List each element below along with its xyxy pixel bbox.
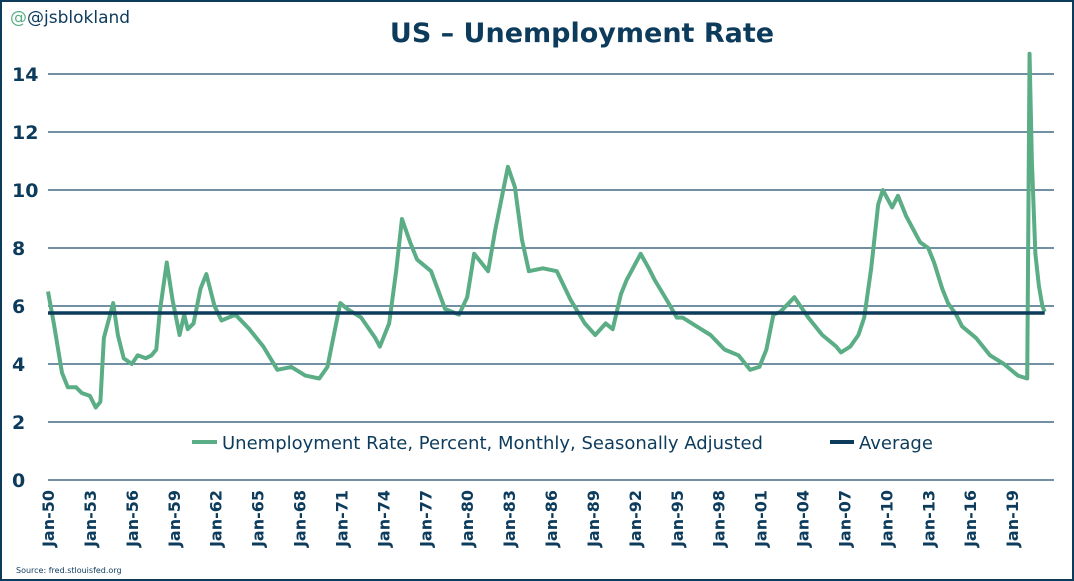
y-tick-label: 10 <box>12 180 38 202</box>
x-tick-label: Jan-62 <box>207 490 226 548</box>
x-tick-label: Jan-53 <box>81 490 100 548</box>
x-tick-label: Jan-86 <box>542 490 561 548</box>
x-tick-label: Jan-01 <box>752 490 771 548</box>
x-tick-label: Jan-95 <box>668 490 687 548</box>
y-tick-label: 8 <box>12 238 25 260</box>
legend-label-unemployment: Unemployment Rate, Percent, Monthly, Sea… <box>222 433 763 454</box>
at-sign: @ <box>10 8 27 28</box>
y-tick-label: 2 <box>12 412 25 434</box>
y-tick-label: 4 <box>12 354 25 376</box>
x-tick-label: Jan-04 <box>794 490 813 548</box>
x-tick-label: Jan-89 <box>584 490 603 548</box>
chart-title: US – Unemployment Rate <box>389 18 775 49</box>
author-handle: @@jsblokland <box>10 8 130 28</box>
legend-bg <box>188 428 788 456</box>
x-tick-label: Jan-56 <box>123 490 142 548</box>
legend-label-average: Average <box>859 433 933 454</box>
x-tick-label: Jan-77 <box>416 490 435 548</box>
x-tick-label: Jan-92 <box>626 490 645 548</box>
x-tick-label: Jan-50 <box>39 490 58 548</box>
source-note: Source: fred.stlouisfed.org <box>16 566 122 575</box>
y-tick-label: 14 <box>12 64 38 86</box>
handle-text: @jsblokland <box>27 8 131 28</box>
x-tick-label: Jan-83 <box>500 490 519 548</box>
y-tick-label: 12 <box>12 122 38 144</box>
x-tick-label: Jan-10 <box>877 490 896 548</box>
x-tick-label: Jan-74 <box>374 490 393 548</box>
y-tick-label: 0 <box>12 470 25 492</box>
x-tick-label: Jan-80 <box>458 490 477 548</box>
unemployment-rate-line <box>46 51 1047 410</box>
y-tick-label: 6 <box>12 296 25 318</box>
x-tick-label: Jan-71 <box>332 490 351 548</box>
x-tick-label: Jan-59 <box>165 490 184 548</box>
x-tick-label: Jan-98 <box>710 490 729 548</box>
x-tick-label: Jan-68 <box>291 490 310 548</box>
x-tick-label: Jan-07 <box>835 490 854 548</box>
x-tick-label: Jan-65 <box>249 490 268 548</box>
x-tick-label: Jan-19 <box>1003 490 1022 548</box>
x-tick-label: Jan-13 <box>919 490 938 548</box>
x-tick-label: Jan-16 <box>961 490 980 548</box>
